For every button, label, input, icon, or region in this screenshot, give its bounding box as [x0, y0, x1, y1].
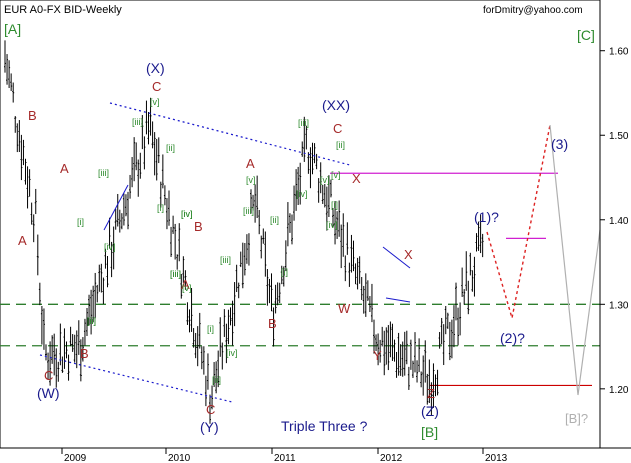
label-X-2012: X	[404, 247, 413, 262]
wave-labels: [A] [C] (X) C (XX) C X (3) (1)? (2)? [B]…	[4, 21, 595, 440]
subwave-label: [ii]	[166, 143, 175, 153]
label-X-paren: (X)	[146, 60, 165, 76]
plot-frame	[0, 0, 601, 449]
label-B-low: B	[80, 346, 89, 361]
y-axis: 1.60 1.50 1.40 1.30 1.20	[599, 0, 629, 448]
projection-paths	[486, 124, 601, 396]
label-A-bracket: [A]	[4, 21, 21, 37]
subwave-label: [iii]	[132, 117, 143, 127]
subwave-label: [v]	[182, 283, 192, 293]
x-axis: 2009 2010 2011 2012 2013	[61, 448, 508, 463]
sub-wave-labels: [iii] [i] [iv] [ii] [v] [iii] [ii] [i] […	[77, 97, 345, 385]
subwave-label: [ii]	[87, 316, 96, 326]
label-C-low-Y: C	[206, 402, 215, 417]
x-tick-label: 2011	[274, 453, 296, 463]
label-C-at-X: C	[152, 79, 161, 94]
label-wave-1: (1)?	[474, 209, 499, 225]
label-C-at-XX: C	[333, 121, 342, 136]
label-C-bracket: [C]	[577, 27, 595, 43]
y-tick-label: 1.20	[609, 385, 629, 396]
trend-lines	[39, 102, 411, 403]
subwave-label: [i]	[77, 217, 84, 227]
label-A-2011: A	[246, 156, 255, 171]
upper-trendline	[109, 102, 351, 166]
x-tick-label: 2012	[380, 453, 403, 463]
label-Z-wave: (Z)	[421, 403, 439, 419]
subwave-label: [iii]	[220, 255, 231, 265]
subwave-label: [iii]	[243, 206, 254, 216]
subwave-label: [iii]	[170, 269, 181, 279]
subwave-label: [v]	[320, 175, 330, 185]
price-bars	[4, 40, 484, 424]
label-wave-2: (2)?	[500, 330, 525, 346]
y-tick-label: 1.40	[609, 216, 629, 227]
label-Y-2012: Y	[373, 348, 382, 363]
subwave-label: [iv]	[326, 220, 338, 230]
label-XX: (XX)	[322, 97, 350, 113]
y-tick-label: 1.50	[609, 131, 629, 142]
label-W-2011: W	[338, 301, 351, 316]
subwave-label: [ii]	[270, 215, 279, 225]
level-lines	[0, 172, 600, 387]
label-A-low: A	[181, 277, 190, 292]
author-label: forDmitry@yahoo.com	[483, 5, 583, 16]
label-B-2011: B	[268, 316, 277, 331]
label-Y-wave: (Y)	[200, 419, 219, 435]
label-B-top: B	[194, 219, 203, 234]
subwave-label: [iv]	[296, 189, 308, 199]
label-C-low-W: C	[44, 368, 53, 383]
label-B-bracket: [B]	[421, 424, 438, 440]
subwave-label: [i]	[331, 200, 338, 210]
x-tick-label: 2010	[168, 453, 191, 463]
subwave-label: [iv]	[181, 209, 193, 219]
label-B-projected: [B]?	[565, 411, 588, 426]
subwave-label: [v]	[150, 97, 160, 107]
label-A-mid: A	[60, 161, 69, 176]
subwave-label: [i]	[281, 267, 288, 277]
label-B-left: B	[28, 108, 37, 123]
subwave-label: [i]	[157, 203, 164, 213]
projection-gray	[549, 124, 601, 396]
subwave-label: [v]	[331, 170, 341, 180]
subwave-label: [ii]	[212, 375, 221, 385]
x-tick-label: 2013	[485, 453, 508, 463]
label-Z-2012: Z	[427, 386, 435, 401]
sub-trendline	[382, 246, 411, 269]
subwave-label: [ii]	[87, 316, 96, 326]
y-tick-label: 1.60	[609, 47, 629, 58]
sub-trendline	[103, 184, 129, 231]
label-W-wave: (W)	[37, 385, 60, 401]
subwave-label: [iii]	[170, 269, 181, 279]
x-tick-label: 2009	[64, 453, 87, 463]
label-X-right: X	[352, 171, 361, 186]
label-A-left: A	[18, 233, 27, 248]
subwave-label: [v]	[246, 175, 256, 185]
subwave-label: [iii]	[98, 168, 109, 178]
subwave-label: [i]	[207, 324, 214, 334]
subwave-label: [iv]	[226, 348, 238, 358]
subwave-label: [iv]	[104, 242, 116, 252]
sub-trendline	[385, 297, 411, 303]
label-triple-three: Triple Three ?	[281, 418, 368, 434]
subwave-label: [ii]	[336, 140, 345, 150]
chart-title: EUR A0-FX BID-Weekly	[4, 4, 122, 16]
label-wave-3: (3)	[551, 136, 568, 152]
subwave-label: [iii]	[298, 118, 309, 128]
subwave-label: [iv]	[181, 209, 193, 219]
y-tick-label: 1.30	[609, 300, 629, 311]
